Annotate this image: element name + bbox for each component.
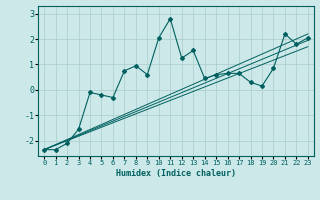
X-axis label: Humidex (Indice chaleur): Humidex (Indice chaleur) bbox=[116, 169, 236, 178]
